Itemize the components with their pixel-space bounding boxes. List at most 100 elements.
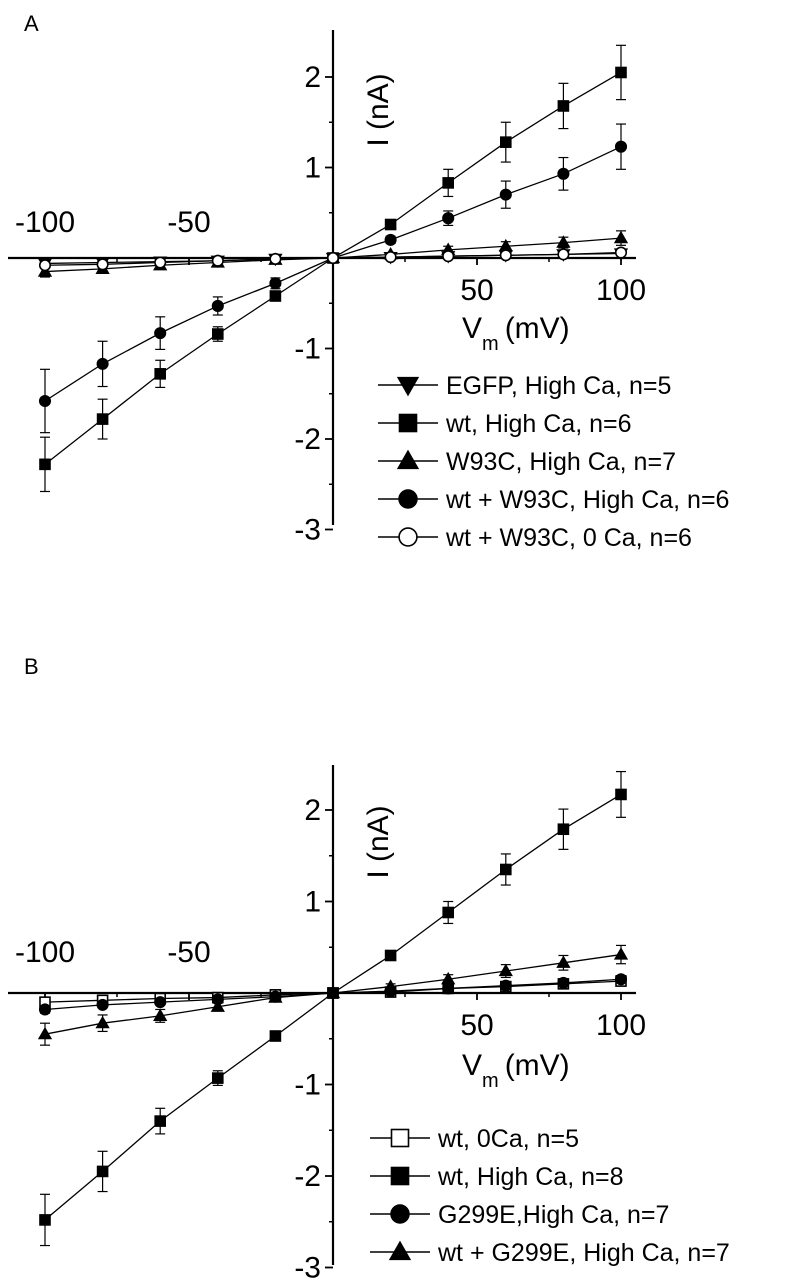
legend-marker [398,413,418,433]
data-point [384,251,397,264]
legend-marker [396,449,420,470]
y-tick-label: 1 [304,152,321,185]
data-point [212,328,224,340]
data-point [556,235,571,248]
data-point [499,249,512,262]
x-tick-label: -50 [167,936,210,969]
data-point [154,1115,166,1127]
data-point [442,982,455,995]
data-point [498,963,513,977]
data-point [154,327,167,340]
data-point [96,357,109,370]
data-point [557,248,570,261]
data-point [39,458,51,471]
x-axis-title-unit: (mV) [505,312,570,345]
x-axis-title-var: V [462,312,482,345]
data-point [212,1072,224,1084]
data-point [615,66,627,79]
panel-b: B -100 -50 50 100 2 1 -1 -2 -3 I (nA) Vm (mV) wt, 0Ca… [8,654,730,1280]
data-point [615,788,627,801]
data-point [38,259,52,272]
data-point [557,100,570,112]
y-tick-label: -3 [294,514,321,547]
data-point [154,996,167,1009]
series-a-4 [38,246,628,272]
data-point [96,258,109,271]
x-tick-label: 100 [596,1009,646,1042]
y-tick-label: 2 [304,794,321,827]
data-point [383,979,398,992]
x-tick-label: -100 [15,936,75,969]
data-point [384,949,397,962]
legend-marker [388,1240,412,1261]
x-axis-title-var: V [462,1049,482,1082]
data-point [96,1165,109,1178]
y-axis-title: I (nA) [362,805,395,878]
data-point [39,1214,51,1226]
y-axis-title: I (nA) [362,73,395,146]
data-point [613,947,629,960]
legend-label: W93C, High Ca, n=7 [446,448,676,476]
data-point [325,985,341,999]
y-tick-label: -2 [294,1160,321,1193]
data-point [268,990,283,1003]
data-point [557,976,570,989]
legend: EGFP, High Ca, n=5 wt, High Ca, n=6 W93C, … [378,372,729,552]
data-point [96,998,109,1011]
legend-marker [390,1204,410,1224]
data-point [499,136,512,148]
x-axis-title-unit: (mV) [505,1049,570,1082]
x-tick-label: 100 [596,274,646,307]
data-point [499,979,512,992]
series-b-3 [37,944,629,1046]
legend-label: wt, High Ca, n=6 [445,410,632,438]
series-a-3 [38,123,628,434]
data-point [442,250,455,263]
data-point [326,251,340,265]
data-point [96,413,109,425]
data-point [38,1003,52,1016]
legend-marker [390,1166,410,1186]
panel-a: A -100 -50 50 100 2 1 -1 -2 -3 I (nA) Vm (mV) EGFP, H… [8,11,729,552]
x-tick-label: 50 [460,274,493,307]
data-point [557,167,570,180]
data-point [614,973,628,986]
data-point [442,212,455,225]
y-tick-label: -2 [294,423,321,456]
data-point [384,233,397,246]
data-point [556,955,571,968]
x-tick-label: -100 [15,206,75,239]
panel-letter: A [24,11,39,36]
x-axis-title: Vm (mV) [462,312,570,355]
data-point [499,863,512,876]
legend-label: wt + W93C, High Ca, n=6 [445,486,729,514]
data-point [614,140,628,153]
legend-marker [396,376,420,397]
legend-label: wt + G299E, High Ca, n=7 [437,1239,730,1267]
x-tick-label: -50 [167,206,210,239]
data-point [154,256,167,269]
y-tick-label: -3 [294,1252,321,1280]
legend-marker [398,489,418,509]
legend-label: wt, High Ca, n=8 [437,1163,624,1191]
y-tick-label: -1 [294,333,321,366]
data-point [614,246,628,259]
data-point [269,277,282,290]
data-point [269,290,282,302]
legend-label: EGFP, High Ca, n=5 [446,372,671,400]
data-point [211,299,224,313]
x-axis-title-sub: m [482,1070,499,1092]
data-point [613,230,629,244]
data-point [269,1030,282,1042]
y-tick-label: -1 [294,1069,321,1102]
x-tick-label: 50 [460,1009,493,1042]
data-point [384,218,397,231]
legend-marker [390,1128,410,1148]
data-point [154,368,166,380]
data-point [442,906,455,919]
x-axis-title: Vm (mV) [462,1049,570,1092]
legend-label: wt + W93C, 0 Ca, n=6 [445,524,692,552]
data-point [95,1015,110,1029]
data-point [557,823,570,836]
data-point [37,1026,53,1040]
